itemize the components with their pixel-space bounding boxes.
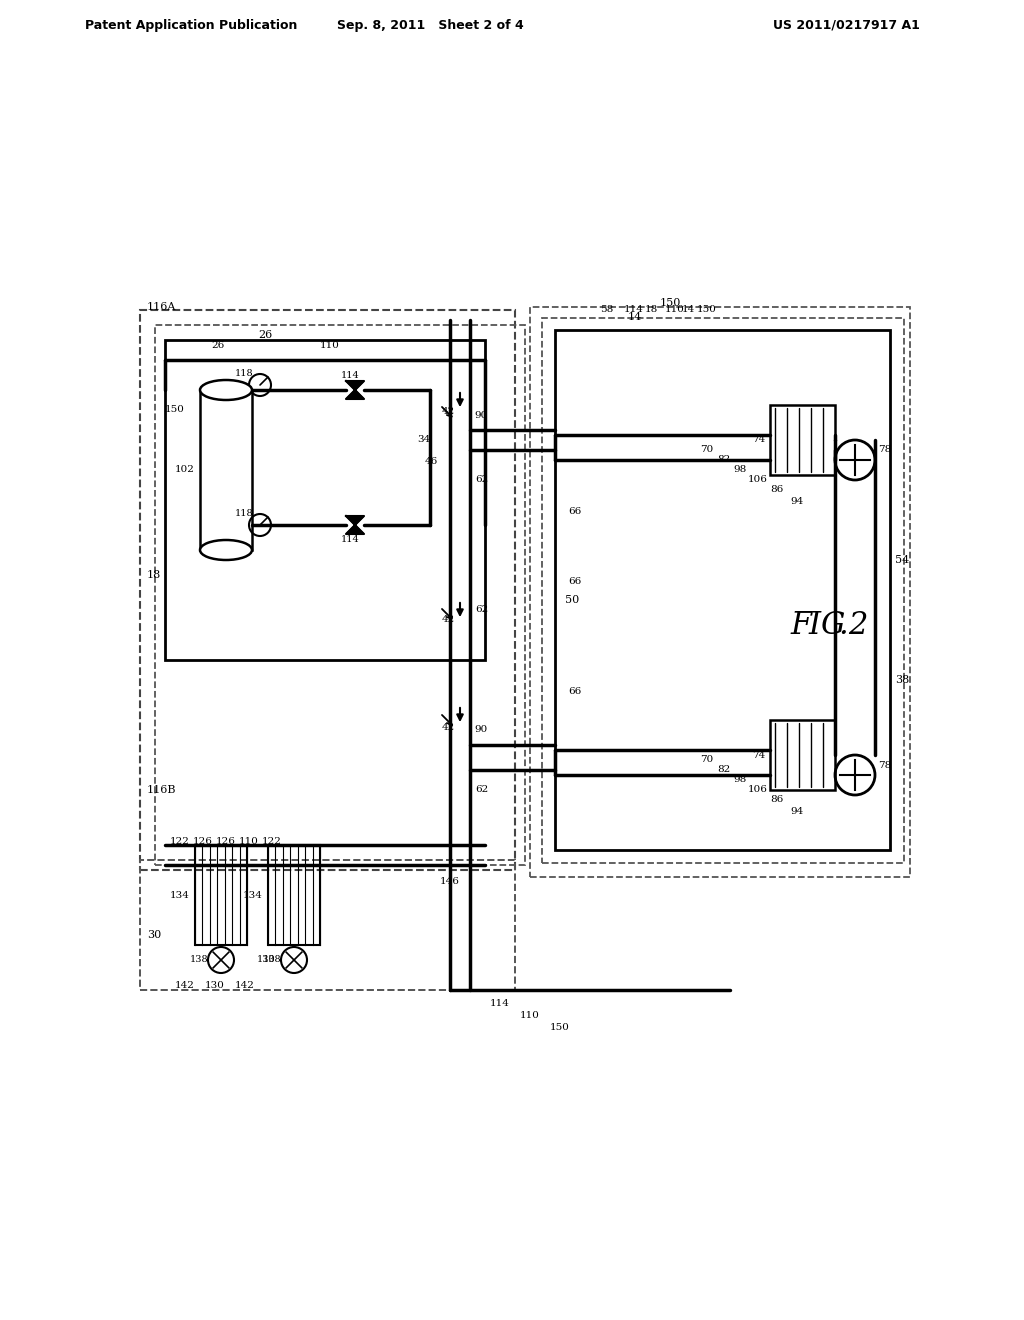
Text: 70: 70 xyxy=(700,446,714,454)
Bar xyxy=(140,861,515,990)
Text: 94: 94 xyxy=(790,498,803,507)
Text: 114: 114 xyxy=(624,305,644,314)
Text: 42: 42 xyxy=(441,723,455,733)
Text: I: I xyxy=(808,610,820,640)
Text: 62: 62 xyxy=(475,475,488,484)
Ellipse shape xyxy=(200,540,252,560)
Text: 26: 26 xyxy=(258,330,272,341)
Bar xyxy=(155,325,525,865)
Bar xyxy=(542,318,904,863)
Text: 26: 26 xyxy=(211,341,224,350)
Text: 86: 86 xyxy=(770,486,783,495)
Text: 30: 30 xyxy=(147,931,161,940)
Text: 18: 18 xyxy=(645,305,658,314)
Text: 38: 38 xyxy=(895,675,909,685)
Text: 110: 110 xyxy=(321,341,340,350)
Text: G: G xyxy=(820,610,845,640)
Text: 126: 126 xyxy=(216,837,236,846)
Text: 142: 142 xyxy=(175,981,195,990)
Text: 114: 114 xyxy=(341,371,359,380)
Text: 150: 150 xyxy=(697,305,717,314)
Text: 126: 126 xyxy=(193,837,213,846)
Text: 150: 150 xyxy=(165,405,185,414)
Text: 90: 90 xyxy=(475,411,488,420)
Bar xyxy=(140,310,515,870)
Text: 98: 98 xyxy=(733,776,746,784)
Text: 14: 14 xyxy=(682,305,695,314)
Text: 102: 102 xyxy=(175,466,195,474)
Text: 42: 42 xyxy=(441,408,455,417)
Text: 62: 62 xyxy=(475,785,488,795)
Text: 122: 122 xyxy=(170,837,189,846)
Text: 18: 18 xyxy=(147,570,161,579)
Text: 74: 74 xyxy=(752,751,765,759)
Text: 138: 138 xyxy=(189,956,208,965)
Text: 74: 74 xyxy=(752,436,765,445)
Text: 34: 34 xyxy=(417,436,430,445)
Text: 46: 46 xyxy=(425,458,438,466)
Text: 78: 78 xyxy=(878,446,891,454)
Text: 118: 118 xyxy=(234,368,253,378)
Text: Patent Application Publication: Patent Application Publication xyxy=(85,18,297,32)
Text: 106: 106 xyxy=(748,475,768,484)
Text: 138: 138 xyxy=(262,956,281,965)
Text: 116B: 116B xyxy=(147,785,176,795)
Text: 118: 118 xyxy=(234,508,253,517)
Text: Sep. 8, 2011   Sheet 2 of 4: Sep. 8, 2011 Sheet 2 of 4 xyxy=(337,18,523,32)
Text: 106: 106 xyxy=(748,785,768,795)
Text: 70: 70 xyxy=(700,755,714,764)
Text: 122: 122 xyxy=(262,837,282,846)
Bar xyxy=(268,845,319,945)
Text: 150: 150 xyxy=(550,1023,570,1031)
Text: 146: 146 xyxy=(440,878,460,887)
Text: 58: 58 xyxy=(600,305,613,314)
Text: 42: 42 xyxy=(441,615,455,624)
Bar xyxy=(555,330,890,850)
Text: 134: 134 xyxy=(243,891,263,899)
Text: 98: 98 xyxy=(733,466,746,474)
Text: 14: 14 xyxy=(628,312,642,322)
Text: 110: 110 xyxy=(520,1011,540,1019)
Text: 78: 78 xyxy=(878,760,891,770)
Bar xyxy=(195,845,247,945)
Text: 110: 110 xyxy=(239,837,259,846)
Text: F: F xyxy=(790,610,811,640)
Text: 66: 66 xyxy=(568,688,582,697)
Text: 134: 134 xyxy=(170,891,190,899)
Polygon shape xyxy=(346,381,364,399)
Bar xyxy=(200,389,252,550)
Text: 50: 50 xyxy=(565,595,580,605)
Bar xyxy=(770,405,835,475)
Ellipse shape xyxy=(200,380,252,400)
Text: 66: 66 xyxy=(568,578,582,586)
Text: .: . xyxy=(838,610,848,640)
Text: 82: 82 xyxy=(717,455,730,465)
Text: 130: 130 xyxy=(205,981,225,990)
Text: 110: 110 xyxy=(665,305,685,314)
Text: 142: 142 xyxy=(234,981,255,990)
Text: 90: 90 xyxy=(475,726,488,734)
Text: 54: 54 xyxy=(895,554,909,565)
Bar xyxy=(530,308,910,876)
Text: 114: 114 xyxy=(341,536,359,544)
Text: 94: 94 xyxy=(790,808,803,817)
Text: 116A: 116A xyxy=(147,302,176,312)
Text: 82: 82 xyxy=(717,766,730,775)
Polygon shape xyxy=(346,516,364,535)
Text: 150: 150 xyxy=(660,298,681,308)
Text: 130: 130 xyxy=(257,956,275,965)
Text: 62: 62 xyxy=(475,606,488,615)
Text: 66: 66 xyxy=(568,507,582,516)
Text: 114: 114 xyxy=(490,998,510,1007)
Text: 2: 2 xyxy=(848,610,867,640)
Bar xyxy=(165,341,485,660)
Text: 86: 86 xyxy=(770,796,783,804)
Text: US 2011/0217917 A1: US 2011/0217917 A1 xyxy=(773,18,920,32)
Bar xyxy=(770,719,835,789)
